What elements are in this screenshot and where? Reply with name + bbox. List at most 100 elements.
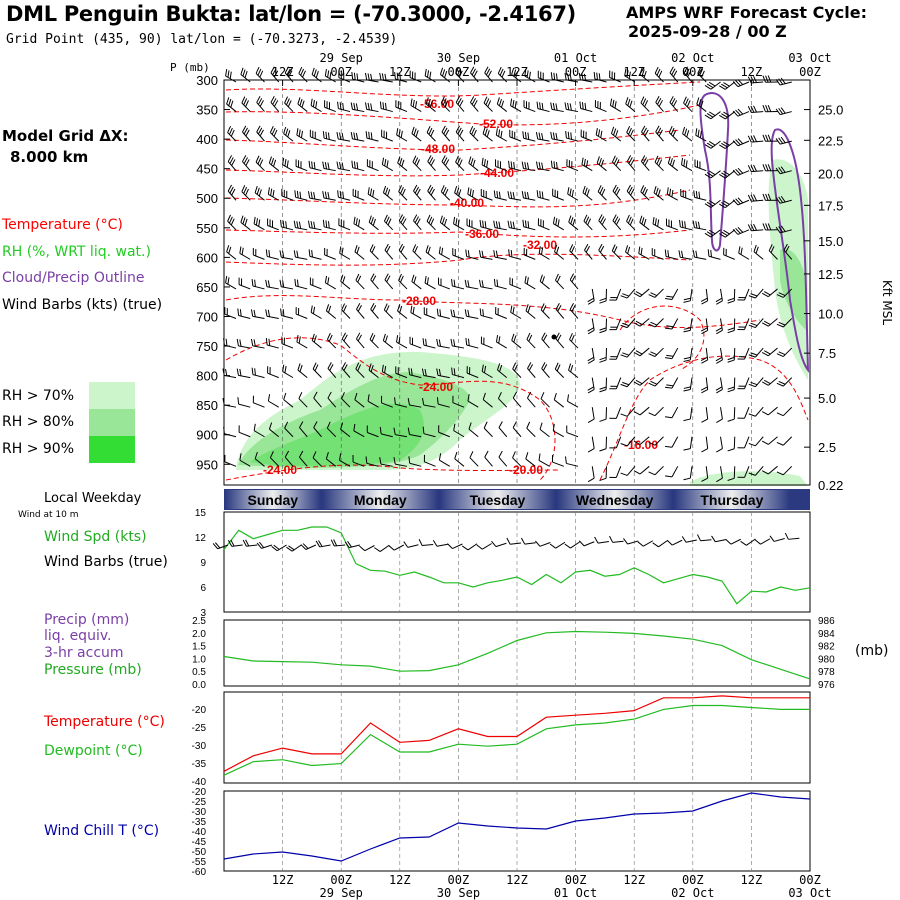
wind-barb-staff <box>671 406 679 418</box>
wind-barb-feather <box>453 216 456 224</box>
wind-barb-staff <box>452 402 465 408</box>
wind-barb-feather <box>564 102 567 110</box>
wind-barb-feather <box>453 279 456 287</box>
wind-barb-staff <box>455 131 465 142</box>
wind-barb-staff <box>441 102 451 112</box>
wind-barb-staff <box>296 341 308 349</box>
wind-barb-feather <box>747 165 752 172</box>
wind-barb-feather <box>719 233 726 238</box>
pressure-tick-label: 450 <box>196 162 218 177</box>
wind-barb-feather <box>468 156 472 164</box>
wind-barb-staff <box>311 340 322 349</box>
wind-barb-staff <box>281 314 294 319</box>
wind-barb-feather <box>282 280 285 288</box>
wind-barb-feather <box>455 96 461 103</box>
chill-panel-frame <box>223 790 811 872</box>
wind-barb-staff <box>555 338 565 349</box>
wind-barb-feather <box>569 103 572 111</box>
wind-barb-staff <box>410 312 422 319</box>
wind-barb-feather <box>539 274 543 282</box>
wind-barb-staff <box>720 347 723 360</box>
wind-barb-feather <box>775 108 781 115</box>
wind-barb-feather <box>669 158 673 166</box>
wind-barb-feather <box>553 161 556 169</box>
weekday-label: Thursday <box>700 492 763 508</box>
wind-barb-feather <box>495 128 498 136</box>
wind-barb-feather <box>341 362 346 369</box>
wind-barb-feather <box>339 132 342 140</box>
wind-barb-feather <box>625 97 629 105</box>
wind-barb-feather <box>411 274 415 282</box>
wind-barb-feather <box>775 138 781 145</box>
wind-barb-feather <box>542 364 548 371</box>
wind-barb-staff <box>653 192 664 201</box>
wind-barb-feather <box>699 68 703 76</box>
wind-barb-staff <box>768 465 778 475</box>
wind-barb-staff <box>715 539 727 543</box>
wind-barb-feather <box>684 128 688 136</box>
wind-barb-staff <box>224 433 237 438</box>
temp-contour-40 <box>225 189 691 208</box>
wind-barb-staff <box>669 102 679 112</box>
wind-barb-feather <box>453 309 456 317</box>
wind-barb-feather <box>623 538 629 545</box>
wind-barb-feather <box>367 102 370 110</box>
wind-barb-feather <box>620 472 628 476</box>
wind-barb-feather <box>294 278 297 286</box>
wind-barb-feather <box>237 397 240 405</box>
wind-barb-feather <box>665 475 673 478</box>
wind-barb-feather <box>715 297 723 303</box>
wind-barb-staff <box>509 255 522 260</box>
wind-barb-staff <box>625 103 636 112</box>
wind-barb-feather <box>467 338 470 346</box>
wind-barb-feather <box>385 187 389 195</box>
wind-barb-feather <box>469 188 472 196</box>
wind-10m-label: Wind at 10 m <box>18 510 79 520</box>
wind-barb-feather <box>708 170 716 176</box>
wind-barb-feather <box>572 218 576 226</box>
wind-barb-staff <box>737 81 750 88</box>
wind-barb-staff <box>422 544 434 546</box>
wind-barb-feather <box>270 66 275 74</box>
wind-barb-feather <box>727 330 735 334</box>
wind-barb-staff <box>409 434 422 438</box>
wind-barb-feather <box>737 79 744 85</box>
wind-barb-feather <box>735 168 741 175</box>
wind-barb-feather <box>650 351 658 356</box>
wind-barb-feather <box>587 327 595 332</box>
wind-barb-feather <box>337 101 339 109</box>
wind-barb-feather <box>512 391 518 399</box>
wind-barb-staff <box>352 108 365 113</box>
wind-barb-feather <box>669 188 672 196</box>
temp-contour-label: -24.00 <box>263 463 297 477</box>
pressure-tick-label: 900 <box>196 428 218 443</box>
wind-barb-staff <box>689 377 693 390</box>
wind-barb-feather <box>776 323 784 328</box>
wind-barb-feather <box>326 421 331 429</box>
wind-barb-staff <box>452 345 465 349</box>
wind-barb-feather <box>599 300 607 304</box>
wind-barb-feather <box>501 70 506 78</box>
pressure-tick-label: 700 <box>196 309 218 324</box>
wind-barb-feather <box>443 157 448 164</box>
wind-barb-feather <box>748 324 756 329</box>
pressure-tick-label: 800 <box>196 369 218 384</box>
wind-barb-feather <box>270 158 275 166</box>
wind-barb-feather <box>541 276 545 284</box>
wind-barb-feather <box>327 132 330 140</box>
wind-barb-feather <box>778 292 786 297</box>
wind-barb-staff <box>496 341 508 349</box>
wind-barb-feather <box>400 245 405 253</box>
wind-barb-staff <box>537 138 550 142</box>
wind-barb-staff <box>398 220 408 231</box>
top-date-label: 02 Oct <box>671 51 714 65</box>
wind-barb-feather <box>371 275 377 283</box>
bottom-tick-label: 12Z <box>389 873 411 887</box>
panel-tick-label: 982 <box>818 642 835 653</box>
wind-barb-feather <box>414 157 419 165</box>
wind-barb-feather <box>704 173 712 179</box>
wind-barb-staff <box>466 255 479 260</box>
wind-barb-feather <box>401 188 406 196</box>
wind-barb-staff <box>724 199 736 209</box>
wind-barb-feather <box>469 451 474 458</box>
